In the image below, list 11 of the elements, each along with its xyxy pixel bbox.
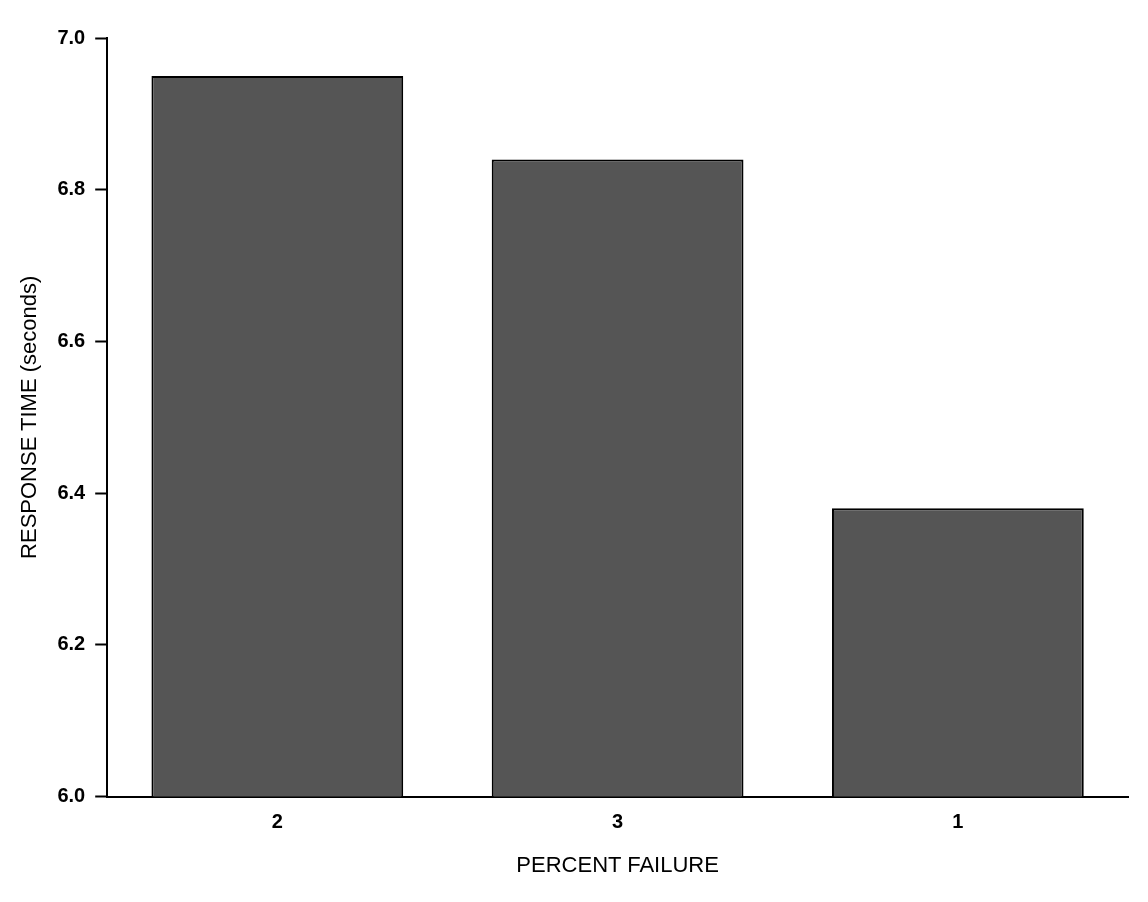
y-tick-label: 6.8 [57,177,86,200]
y-tick-label: 6.2 [57,632,86,655]
y-tick-label: 6.0 [57,784,86,807]
x-axis-title: PERCENT FAILURE [516,851,719,877]
x-tick-label: 1 [952,810,964,833]
x-tick-label: 2 [271,810,283,833]
x-tick-label: 3 [612,810,624,833]
y-axis-title: RESPONSE TIME (seconds) [16,275,42,559]
y-tick-label: 7.0 [57,25,86,48]
y-tick-label: 6.6 [57,328,86,351]
y-tick-label: 6.4 [57,480,87,503]
